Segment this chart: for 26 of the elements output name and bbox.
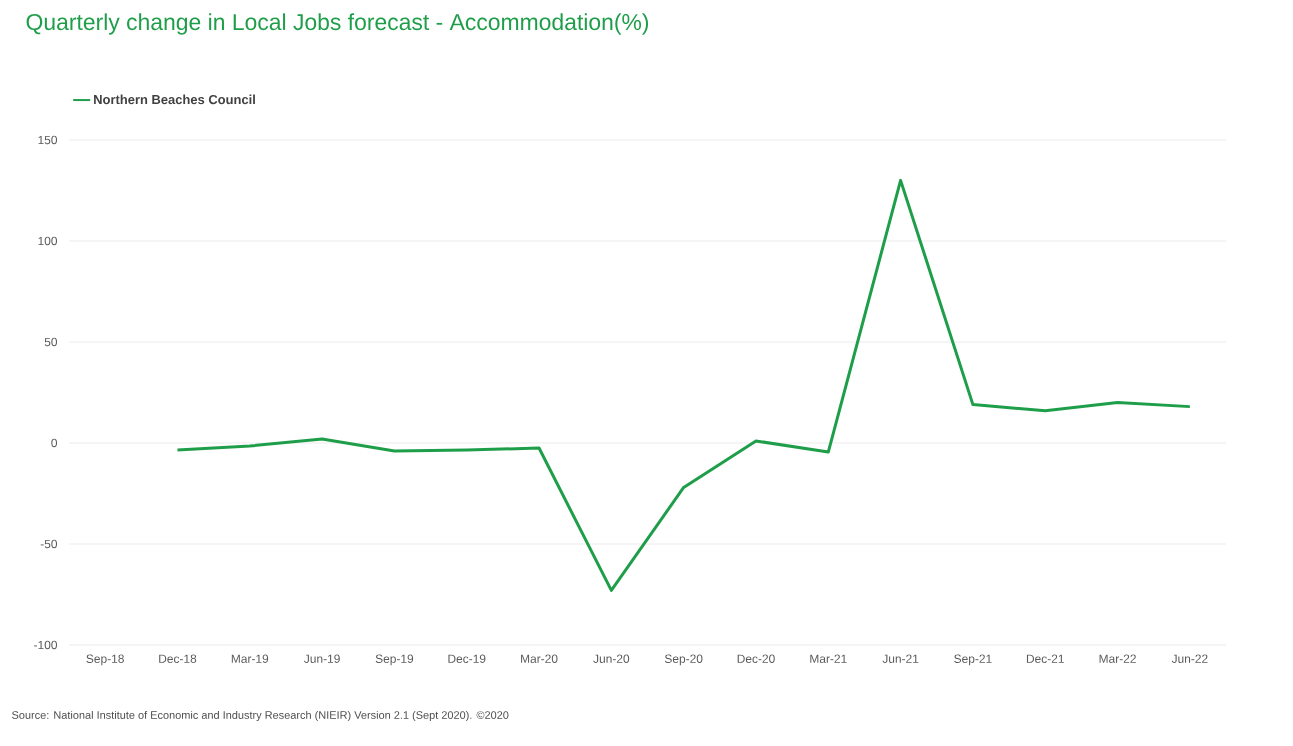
x-tick-label: Sep-19 (375, 654, 414, 666)
y-tick-label: 0 (51, 438, 58, 448)
line-series (175, 178, 1192, 592)
x-tick-label: Mar-19 (231, 654, 269, 663)
x-tick-label: Jun-21 (882, 654, 919, 663)
source-note: Source: National Institute of Economic and Industry Research (NIEIR) Version 2.1 (Sept 2020). ©2020 (12, 710, 509, 722)
x-tick-label: Dec-18 (159, 654, 197, 663)
x-tick-label: Mar-20 (521, 654, 558, 663)
x-tick-label: Dec-21 (1026, 654, 1064, 663)
y-tick-label: 50 (44, 337, 58, 347)
x-tick-label: Jun-22 (1171, 654, 1208, 663)
x-tick-label: Dec-20 (737, 654, 775, 663)
y-tick-label: 150 (38, 135, 58, 145)
x-tick-label: Jun-19 (304, 654, 340, 663)
y-tick-label: -50 (40, 539, 58, 549)
x-tick-label: Sep-18 (86, 654, 124, 666)
x-tick-label: Dec-19 (448, 654, 486, 663)
x-tick-label: Jun-20 (593, 654, 630, 663)
y-tick-label: -100 (34, 640, 58, 650)
chart-title: Quarterly change in Local Jobs forecast - Accommodation(%) (26, 13, 649, 35)
y-tick-label: 100 (38, 236, 58, 246)
x-tick-label: Sep-21 (954, 654, 992, 666)
x-tick-label: Sep-20 (664, 654, 703, 666)
x-tick-label: Mar-22 (1099, 654, 1136, 663)
legend-label: Northern Beaches Council (94, 94, 255, 105)
x-tick-label: Mar-21 (810, 654, 847, 663)
